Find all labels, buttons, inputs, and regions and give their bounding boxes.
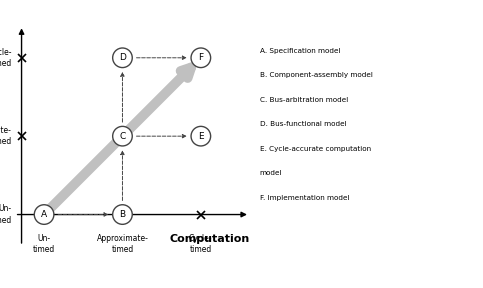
Text: B: B xyxy=(119,210,126,219)
Text: E: E xyxy=(198,132,204,141)
Text: Cycle-
timed: Cycle- timed xyxy=(189,234,213,254)
Text: A. Specification model: A. Specification model xyxy=(260,48,340,54)
Text: Un-
timed: Un- timed xyxy=(0,204,12,225)
Text: Cycle-
timed: Cycle- timed xyxy=(0,48,12,68)
Text: Computation: Computation xyxy=(170,234,250,244)
Circle shape xyxy=(191,48,211,68)
Text: model: model xyxy=(260,170,282,177)
Text: D. Bus-functional model: D. Bus-functional model xyxy=(260,122,346,128)
Circle shape xyxy=(191,126,211,146)
Circle shape xyxy=(113,126,132,146)
Text: Un-
timed: Un- timed xyxy=(33,234,55,254)
Text: F: F xyxy=(199,53,203,62)
Text: A: A xyxy=(41,210,47,219)
Circle shape xyxy=(113,48,132,68)
Text: B. Component-assembly model: B. Component-assembly model xyxy=(260,73,372,79)
Circle shape xyxy=(34,205,54,224)
Text: C. Bus-arbitration model: C. Bus-arbitration model xyxy=(260,97,348,103)
Text: C: C xyxy=(119,132,126,141)
Text: Approximate-
timed: Approximate- timed xyxy=(97,234,148,254)
Text: F. Implementation model: F. Implementation model xyxy=(260,195,349,201)
Text: E. Cycle-accurate computation: E. Cycle-accurate computation xyxy=(260,146,371,152)
Text: D: D xyxy=(119,53,126,62)
Text: Approximate-
timed: Approximate- timed xyxy=(0,126,12,146)
Circle shape xyxy=(113,205,132,224)
